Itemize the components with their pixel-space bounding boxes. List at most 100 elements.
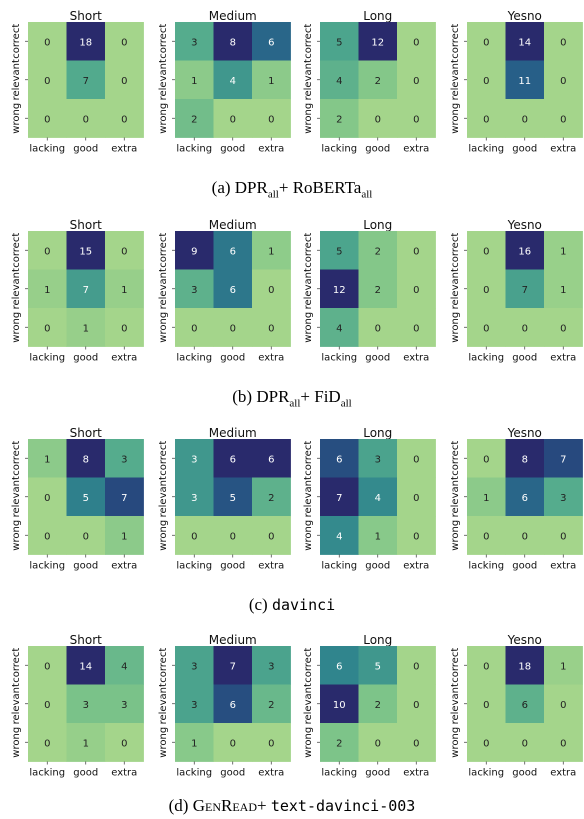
heatmap-cell bbox=[505, 269, 545, 309]
cell-value-label: 0 bbox=[375, 738, 381, 749]
col-tick-label: good bbox=[365, 768, 390, 779]
cell-value-label: 0 bbox=[121, 114, 127, 125]
cell-value-label: 1 bbox=[44, 285, 50, 296]
cell-value-label: 1 bbox=[268, 246, 274, 257]
cell-value-label: 4 bbox=[230, 76, 236, 87]
heatmap-cell bbox=[397, 646, 436, 685]
heatmap-cell bbox=[505, 516, 545, 555]
panel-title: Yesno bbox=[507, 9, 542, 23]
row-tick-label: relevant bbox=[158, 268, 169, 309]
cell-value-label: 0 bbox=[44, 76, 50, 87]
heatmap-cell bbox=[505, 308, 545, 347]
heatmap-cell bbox=[467, 516, 506, 555]
heatmap-cell bbox=[505, 646, 545, 685]
heatmap-cell bbox=[213, 269, 253, 309]
cell-value-label: 6 bbox=[522, 493, 528, 504]
heatmap-cell bbox=[105, 99, 144, 138]
cell-value-label: 0 bbox=[483, 323, 489, 334]
heatmap-cell bbox=[544, 60, 583, 100]
heatmap-cell bbox=[175, 439, 214, 478]
cell-value-label: 4 bbox=[336, 531, 342, 542]
row-tick-label: relevant bbox=[11, 59, 22, 100]
cell-value-label: 1 bbox=[121, 285, 127, 296]
cell-value-label: 0 bbox=[413, 323, 419, 334]
row-tick-label: wrong bbox=[450, 312, 461, 343]
heatmap-cell bbox=[544, 99, 583, 138]
cell-value-label: 0 bbox=[522, 114, 528, 125]
row-tick-label: relevant bbox=[11, 683, 22, 724]
heatmap-cell bbox=[252, 477, 291, 517]
heatmap-cell bbox=[505, 439, 545, 478]
heatmap-cell bbox=[320, 723, 359, 762]
cell-value-label: 0 bbox=[483, 700, 489, 711]
cell-value-label: 0 bbox=[560, 738, 566, 749]
heatmap-cell bbox=[213, 646, 253, 685]
row-tick-label: relevant bbox=[11, 268, 22, 309]
heatmap-cell bbox=[320, 646, 359, 685]
cell-value-label: 1 bbox=[560, 246, 566, 257]
cell-value-label: 1 bbox=[560, 661, 566, 672]
cell-value-label: 3 bbox=[191, 454, 197, 465]
cell-value-label: 0 bbox=[483, 531, 489, 542]
cell-value-label: 0 bbox=[375, 323, 381, 334]
heatmap-cell bbox=[358, 723, 398, 762]
cell-value-label: 0 bbox=[121, 738, 127, 749]
heatmap-cell bbox=[397, 231, 436, 270]
col-tick-label: extra bbox=[111, 561, 137, 572]
heatmap-cell bbox=[544, 439, 583, 478]
cell-value-label: 0 bbox=[230, 531, 236, 542]
heatmap-cell bbox=[175, 231, 214, 270]
cell-value-label: 9 bbox=[191, 246, 197, 257]
row-tick-label: wrong bbox=[450, 520, 461, 551]
heatmap-cell bbox=[252, 22, 291, 61]
heatmap-cell bbox=[397, 308, 436, 347]
col-tick-label: extra bbox=[258, 561, 284, 572]
heatmap-cell bbox=[66, 22, 106, 61]
heatmap-cell bbox=[105, 22, 144, 61]
panel-title: Short bbox=[70, 633, 102, 647]
col-tick-label: good bbox=[220, 561, 245, 572]
cell-value-label: 2 bbox=[336, 738, 342, 749]
cell-value-label: 6 bbox=[336, 661, 342, 672]
col-tick-label: good bbox=[73, 561, 98, 572]
heatmap-cell bbox=[320, 269, 359, 309]
heatmap-cell bbox=[358, 516, 398, 555]
cell-value-label: 0 bbox=[44, 738, 50, 749]
heatmap-cell bbox=[28, 723, 67, 762]
cell-value-label: 0 bbox=[522, 531, 528, 542]
heatmap-cell bbox=[358, 684, 398, 724]
heatmap-cell bbox=[505, 60, 545, 100]
cell-value-label: 0 bbox=[230, 114, 236, 125]
row-tick-label: wrong bbox=[158, 520, 169, 551]
heatmap-cell bbox=[467, 22, 506, 61]
col-tick-label: extra bbox=[111, 144, 137, 155]
heatmap-cell bbox=[28, 646, 67, 685]
cell-value-label: 16 bbox=[518, 246, 531, 257]
heatmap-cell bbox=[213, 22, 253, 61]
heatmap-cell bbox=[358, 99, 398, 138]
col-tick-label: extra bbox=[403, 561, 429, 572]
cell-value-label: 0 bbox=[483, 738, 489, 749]
heatmap-cell bbox=[544, 231, 583, 270]
heatmap-cell bbox=[213, 308, 253, 347]
cell-value-label: 0 bbox=[268, 531, 274, 542]
row-tick-label: correct bbox=[450, 24, 461, 59]
heatmap-cell bbox=[320, 516, 359, 555]
cell-value-label: 0 bbox=[413, 661, 419, 672]
col-tick-label: good bbox=[512, 353, 537, 364]
col-tick-label: good bbox=[365, 144, 390, 155]
cell-value-label: 0 bbox=[522, 738, 528, 749]
row-tick-label: wrong bbox=[303, 727, 314, 758]
cell-value-label: 2 bbox=[375, 246, 381, 257]
cell-value-label: 0 bbox=[413, 700, 419, 711]
col-tick-label: good bbox=[365, 561, 390, 572]
cell-value-label: 8 bbox=[83, 454, 89, 465]
row-tick-label: wrong bbox=[11, 312, 22, 343]
col-tick-label: extra bbox=[403, 768, 429, 779]
cell-value-label: 4 bbox=[375, 493, 381, 504]
col-tick-label: lacking bbox=[29, 353, 65, 364]
panel-title: Yesno bbox=[507, 218, 542, 232]
panel-title: Medium bbox=[209, 218, 257, 232]
